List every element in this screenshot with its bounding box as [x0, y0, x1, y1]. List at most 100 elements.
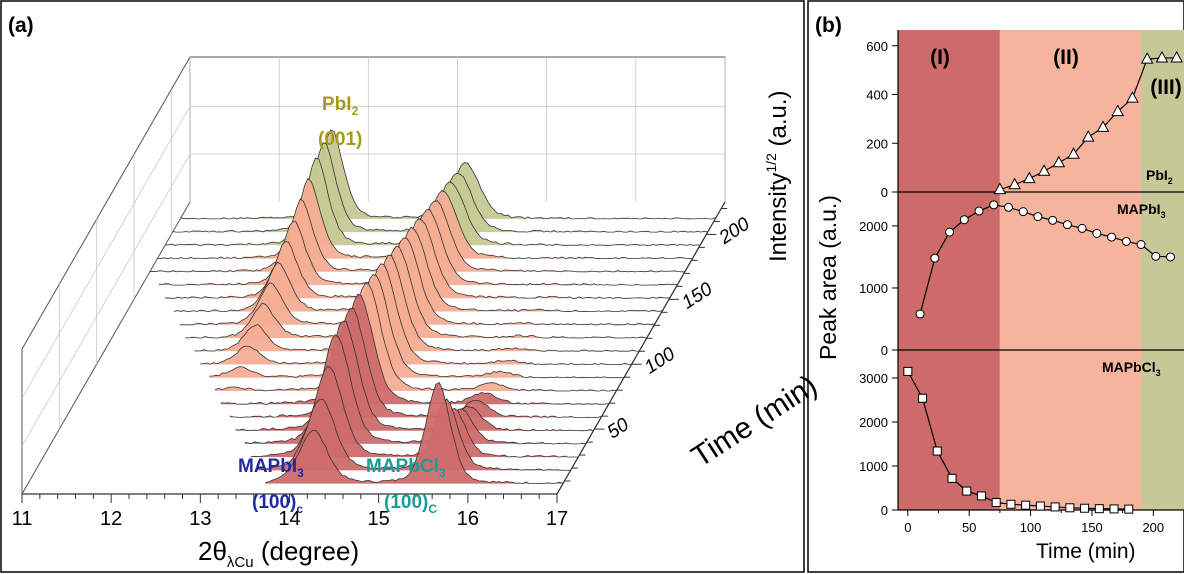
- x-tick-label-a: 16: [457, 508, 479, 530]
- y-tick-label-b: 1000: [859, 459, 888, 474]
- xrd-pattern-line: [200, 263, 632, 365]
- xrd-pattern-line: [220, 293, 609, 405]
- data-point-triangle: [1037, 164, 1051, 176]
- mapbcl3-hkl: (100)C: [384, 492, 437, 516]
- time-tick-label-a: 200: [715, 214, 754, 250]
- data-point-triangle: [1170, 50, 1183, 63]
- mapbcl3-annotation: MAPbCl3: [366, 456, 446, 480]
- data-point-triangle: [1052, 155, 1066, 168]
- xrd-pattern-line: [235, 320, 594, 432]
- x-tick-label-b: 200: [1142, 520, 1164, 535]
- x-tick-label-a: 12: [100, 508, 122, 530]
- data-point-square: [1080, 503, 1090, 513]
- xrd-pattern-line: [214, 282, 617, 392]
- data-point-circle: [915, 309, 925, 319]
- xrd-pattern-line: [209, 274, 624, 379]
- series-label-b: MAPbCl3: [1102, 359, 1161, 378]
- data-point-triangle: [1081, 130, 1095, 142]
- panel-a-waterfall: 11 12 13 14 15 16 17 50 100 150 200: [12, 56, 754, 530]
- data-point-square: [962, 486, 972, 496]
- data-point-circle: [1048, 215, 1058, 225]
- data-point-circle: [1121, 236, 1131, 246]
- xrd-pattern-line: [244, 334, 586, 445]
- data-point-triangle: [1008, 177, 1021, 190]
- data-point-square: [1124, 504, 1134, 514]
- data-point-circle: [930, 253, 940, 263]
- left-floor-edge: [21, 201, 191, 495]
- xrd-pattern-fill: [179, 237, 655, 325]
- x-tick-label-b: 0: [904, 520, 911, 535]
- data-point-square: [1094, 504, 1104, 514]
- data-point-triangle: [1067, 147, 1080, 159]
- x-tick-label-b: 150: [1081, 520, 1103, 535]
- data-point-square: [947, 473, 957, 483]
- x-axis-label-a: 2θλCu (degree): [198, 536, 359, 571]
- xrd-pattern-fill: [200, 263, 632, 365]
- data-point-square: [1021, 500, 1031, 510]
- y-tick-label-b: 0: [881, 185, 888, 200]
- panel-b-label: (b): [815, 14, 842, 37]
- data-point-triangle: [1022, 171, 1036, 184]
- data-point-circle: [1033, 212, 1043, 222]
- data-point-triangle: [1155, 50, 1169, 63]
- data-point-circle: [1151, 251, 1161, 261]
- xrd-pattern-fill: [185, 246, 647, 338]
- y-axis-label-b: Peak area (a.u.): [815, 195, 841, 360]
- xrd-pattern-line: [265, 381, 564, 485]
- x-tick-label-a: 15: [368, 508, 390, 530]
- time-tick-label-a: 100: [641, 343, 679, 378]
- pbi2-hkl: (001): [318, 129, 362, 150]
- time-axis-label-a: Time (min): [686, 369, 823, 474]
- data-point-square: [1109, 504, 1119, 514]
- z-axis-label-a: Intensity1/2 (a.u.): [763, 90, 792, 262]
- xrd-pattern-line: [185, 246, 647, 339]
- xrd-pattern-fill: [265, 382, 563, 484]
- data-point-triangle: [1111, 104, 1125, 117]
- x-tick-label-a: 13: [189, 508, 211, 530]
- data-point-square: [976, 491, 986, 501]
- data-point-circle: [1136, 240, 1146, 250]
- y-tick-label-b: 200: [866, 136, 888, 151]
- data-point-triangle: [1096, 120, 1110, 132]
- y-tick-label-b: 1000: [859, 281, 888, 296]
- data-point-square: [1035, 501, 1045, 511]
- data-point-triangle: [1140, 52, 1154, 64]
- xrd-pattern-line: [179, 237, 655, 326]
- side-grid-line: [21, 106, 191, 399]
- region-label: (I): [930, 46, 950, 69]
- time-axis-line-a: [556, 201, 726, 495]
- waterfall-traces: [149, 129, 716, 485]
- series-label-subscript: 2: [1168, 176, 1173, 186]
- data-point-circle: [1092, 228, 1102, 238]
- xrd-pattern-line: [256, 398, 571, 471]
- series-line-b: [907, 371, 1129, 510]
- data-point-square: [918, 393, 928, 403]
- data-point-circle: [945, 227, 955, 237]
- data-point-circle: [1165, 252, 1175, 262]
- x-tick-label-a: 11: [12, 508, 33, 530]
- data-point-circle: [1018, 207, 1028, 217]
- region-background: [1141, 30, 1184, 510]
- x-axis-label-b: Time (min): [1036, 540, 1136, 563]
- data-point-circle: [1077, 223, 1087, 233]
- data-point-circle: [1003, 202, 1013, 212]
- region-background: [898, 30, 1000, 510]
- x-tick-label-a: 14: [278, 508, 300, 530]
- data-point-square: [1065, 503, 1075, 513]
- y-tick-label-b: 0: [881, 343, 888, 358]
- series-label-b: MAPbI3: [1117, 201, 1166, 220]
- side-grid-line: [21, 153, 191, 447]
- x-tick-label-a: 17: [546, 508, 568, 530]
- xrd-pattern-line: [164, 217, 670, 299]
- data-point-circle: [974, 206, 984, 216]
- time-tick-label-a: 50: [604, 414, 634, 443]
- pbi2-annotation: PbI2: [322, 94, 359, 118]
- waterfall-grid: [21, 57, 726, 447]
- data-point-square: [903, 366, 913, 376]
- data-point-circle: [959, 215, 969, 225]
- series-label-subscript: 3: [1156, 368, 1161, 378]
- xrd-pattern-fill: [256, 399, 571, 471]
- data-point-triangle: [993, 182, 1007, 195]
- region-label: (II): [1053, 46, 1079, 69]
